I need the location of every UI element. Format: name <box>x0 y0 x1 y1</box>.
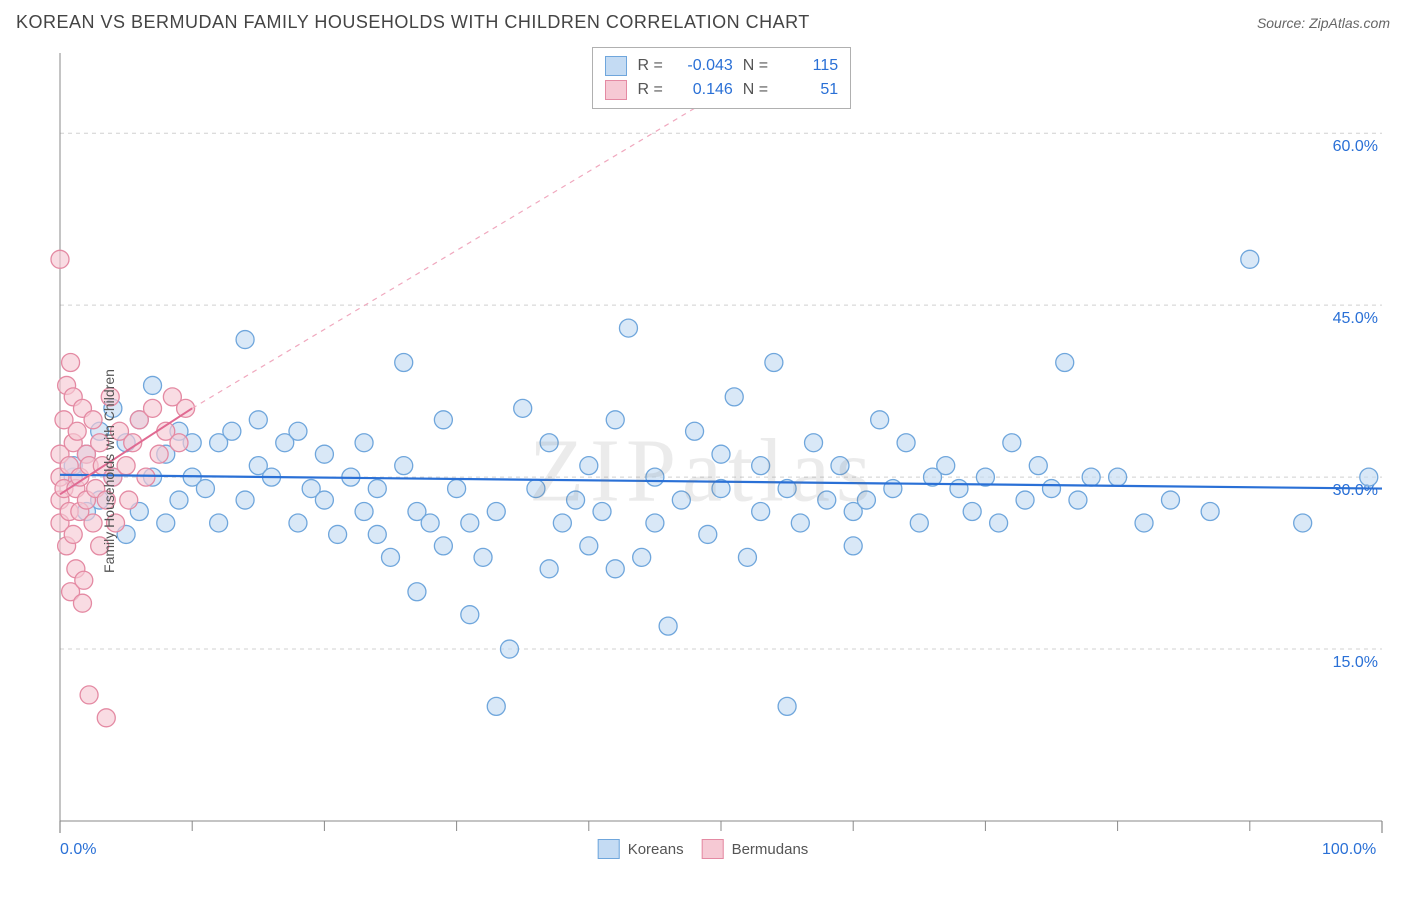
chart-container: Family Households with Children ZIPatlas… <box>12 41 1394 901</box>
r-value-koreans: -0.043 <box>673 57 733 75</box>
correlation-legend: R = -0.043 N = 115 R = 0.146 N = 51 <box>592 47 851 109</box>
swatch-koreans <box>605 56 627 76</box>
y-axis-label: Family Households with Children <box>101 369 117 573</box>
swatch-bermudans <box>702 839 724 859</box>
legend-label-bermudans: Bermudans <box>732 841 809 858</box>
legend-label-koreans: Koreans <box>628 841 684 858</box>
r-label: R = <box>637 57 662 75</box>
r-label: R = <box>637 81 662 99</box>
n-label: N = <box>743 57 768 75</box>
legend-item-koreans: Koreans <box>598 839 684 859</box>
legend-row-koreans: R = -0.043 N = 115 <box>605 54 838 78</box>
legend-item-bermudans: Bermudans <box>702 839 809 859</box>
legend-row-bermudans: R = 0.146 N = 51 <box>605 78 838 102</box>
svg-text:15.0%: 15.0% <box>1333 654 1378 671</box>
swatch-koreans <box>598 839 620 859</box>
x-axis-min-label: 0.0% <box>60 841 96 859</box>
series-legend: Koreans Bermudans <box>598 839 809 859</box>
scatter-chart: 15.0%30.0%45.0%60.0% <box>12 41 1394 901</box>
n-label: N = <box>743 81 768 99</box>
swatch-bermudans <box>605 80 627 100</box>
source-attribution: Source: ZipAtlas.com <box>1257 15 1390 31</box>
x-axis-max-label: 100.0% <box>1322 841 1376 859</box>
n-value-koreans: 115 <box>778 57 838 75</box>
svg-text:60.0%: 60.0% <box>1333 138 1378 155</box>
page-title: KOREAN VS BERMUDAN FAMILY HOUSEHOLDS WIT… <box>16 12 810 33</box>
r-value-bermudans: 0.146 <box>673 81 733 99</box>
n-value-bermudans: 51 <box>778 81 838 99</box>
svg-text:45.0%: 45.0% <box>1333 310 1378 327</box>
